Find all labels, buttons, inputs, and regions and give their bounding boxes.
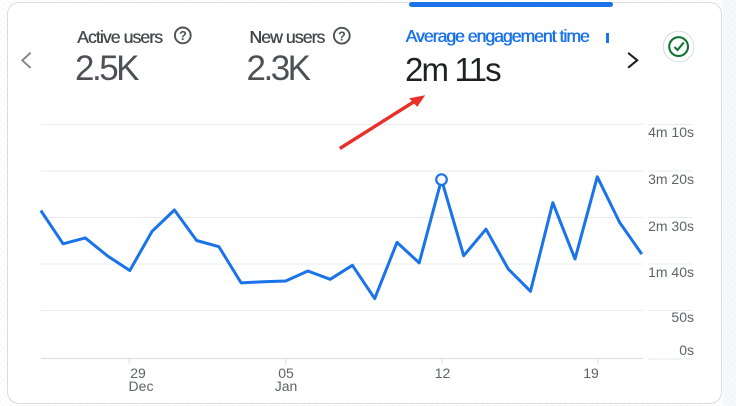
svg-text:?: ? bbox=[179, 29, 187, 43]
svg-text:?: ? bbox=[338, 29, 346, 43]
